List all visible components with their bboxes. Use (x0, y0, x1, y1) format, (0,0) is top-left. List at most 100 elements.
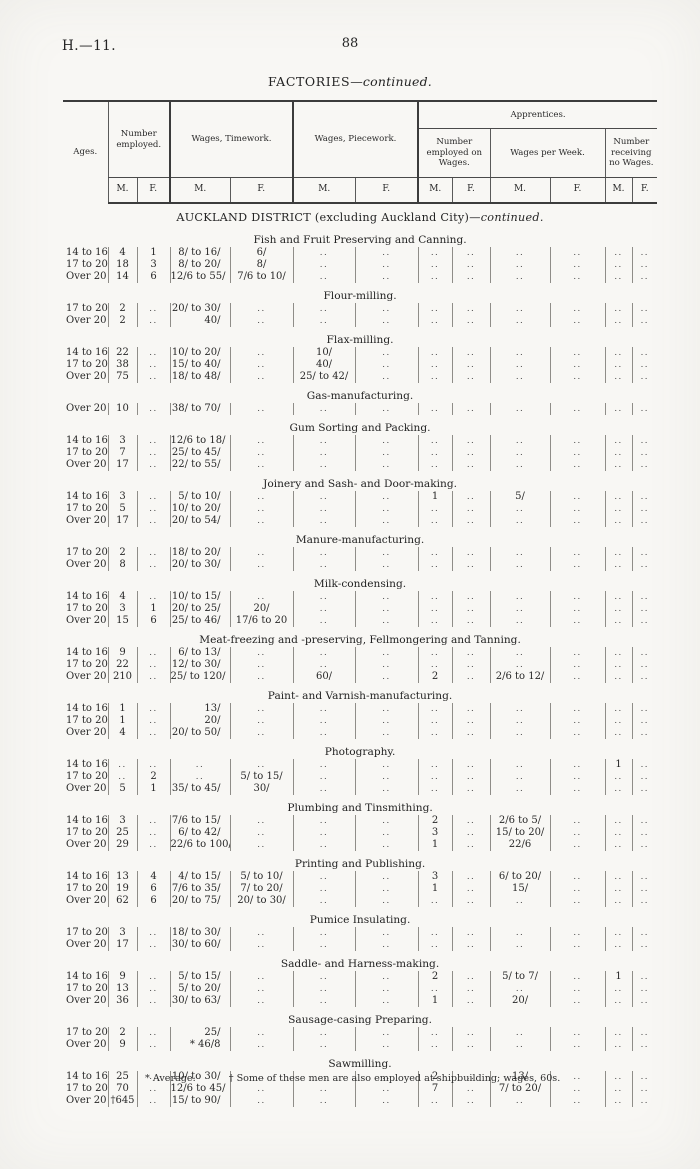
value-cell: 14 (107, 271, 137, 283)
value-cell: 20/ to 75/ (169, 895, 230, 907)
age-cell: 14 to 16 (66, 871, 108, 882)
value-cell: .. (417, 559, 453, 571)
section-heading: Meat-freezing and -preserving, Fellmonge… (199, 634, 521, 646)
value-cell: 20/ to 25/ (169, 603, 230, 615)
value-cell: .. (354, 715, 419, 727)
value-cell: 8 (107, 559, 137, 571)
value-cell: 40/ (169, 315, 230, 327)
value-cell: 17 (107, 459, 137, 471)
district-heading: AUCKLAND DISTRICT (excluding Auckland Ci… (63, 203, 657, 227)
value-cell: .. (549, 435, 606, 447)
value-cell: .. (292, 783, 355, 795)
value-cell: .. (354, 759, 419, 771)
value-cell: .. (292, 303, 355, 315)
value-cell: 1 (107, 715, 137, 727)
section-heading: Fish and Fruit Preserving and Canning. (253, 234, 467, 246)
value-cell: .. (604, 815, 633, 827)
value-cell: .. (354, 971, 419, 983)
value-cell: 25/ to 42/ (292, 371, 355, 383)
value-cell: .. (229, 547, 293, 559)
section-heading: Saddle- and Harness-making. (280, 958, 440, 970)
age-cell: 17 to 20 (66, 603, 108, 614)
header-m: M. (604, 177, 633, 204)
value-cell: 2 (417, 971, 453, 983)
value-cell: .. (229, 647, 293, 659)
value-cell: .. (354, 515, 419, 527)
section-heading: Flax-milling. (326, 334, 394, 346)
value-cell: .. (136, 727, 170, 739)
value-cell: .. (631, 1039, 658, 1051)
value-cell: .. (417, 1027, 453, 1039)
value-cell: .. (229, 1071, 293, 1083)
age-cell: 14 to 16 (66, 591, 108, 602)
value-cell: .. (136, 927, 170, 939)
value-cell: .. (631, 939, 658, 951)
value-cell: .. (604, 1071, 633, 1083)
value-cell: .. (604, 603, 633, 615)
value-cell: .. (292, 547, 355, 559)
value-cell: .. (451, 347, 491, 359)
value-cell: .. (451, 939, 491, 951)
value-cell: .. (292, 503, 355, 515)
table-row: Over 20 †645.. 15/ to 90/.................… (63, 1095, 658, 1107)
value-cell: .. (451, 303, 491, 315)
header-apprentices: Apprentices. (417, 100, 658, 129)
value-cell: .. (549, 259, 606, 271)
table-row: Over 20 8.. 20/ to 30/.................. (63, 559, 658, 571)
value-cell: .. (631, 247, 658, 259)
value-cell: .. (489, 927, 551, 939)
value-cell: .. (549, 491, 606, 503)
value-cell: 20/ to 50/ (169, 727, 230, 739)
value-cell: .. (229, 459, 293, 471)
table-header: Ages. Number employed. Wages, Timework. … (63, 100, 658, 204)
value-cell: .. (136, 371, 170, 383)
value-cell: 6/ to 20/ (489, 871, 551, 883)
value-cell: .. (354, 491, 419, 503)
value-cell: 15/ to 20/ (489, 827, 551, 839)
value-cell: .. (604, 1039, 633, 1051)
section-heading: Milk-condensing. (313, 578, 407, 590)
value-cell: .. (136, 403, 170, 415)
value-cell: .. (631, 1095, 658, 1107)
value-cell: .. (136, 703, 170, 715)
value-cell: .. (631, 839, 658, 851)
value-cell: 10/ (292, 347, 355, 359)
value-cell: .. (417, 347, 453, 359)
value-cell: .. (229, 347, 293, 359)
value-cell: .. (604, 491, 633, 503)
age-cell: Over 20 (66, 315, 107, 326)
value-cell: 29 (107, 839, 137, 851)
value-cell: .. (489, 603, 551, 615)
value-cell: .. (489, 615, 551, 627)
table-row: 17 to 20 2.. 18/ to 20/.................. (63, 547, 658, 559)
value-cell: .. (489, 1027, 551, 1039)
value-cell: .. (549, 939, 606, 951)
value-cell: .. (451, 259, 491, 271)
value-cell: .. (229, 303, 293, 315)
value-cell: .. (136, 347, 170, 359)
value-cell: .. (604, 659, 633, 671)
value-cell: .. (604, 447, 633, 459)
age-cell: Over 20 (66, 459, 107, 470)
value-cell: .. (549, 715, 606, 727)
value-cell: .. (354, 271, 419, 283)
value-cell: 38 (107, 359, 137, 371)
value-cell: 1 (417, 995, 453, 1007)
value-cell: .. (451, 703, 491, 715)
value-cell: 4/ to 15/ (169, 871, 230, 883)
value-cell: 22 (107, 659, 137, 671)
table-row: 17 to 20 22.. 12/ to 30/.................. (63, 659, 658, 671)
value-cell: .. (292, 435, 355, 447)
value-cell: .. (451, 771, 491, 783)
age-cell: 14 to 16 (66, 815, 108, 826)
value-cell: 19 (107, 883, 137, 895)
table-row: 17 to 20 38.. 15/ to 40/.. 40/.............… (63, 359, 658, 371)
value-cell: .. (549, 927, 606, 939)
value-cell: .. (107, 771, 137, 783)
value-cell: .. (417, 459, 453, 471)
value-cell: .. (604, 247, 633, 259)
value-cell: .. (417, 927, 453, 939)
value-cell: .. (417, 447, 453, 459)
age-cell: Over 20 (66, 559, 107, 570)
value-cell: 4 (107, 591, 137, 603)
